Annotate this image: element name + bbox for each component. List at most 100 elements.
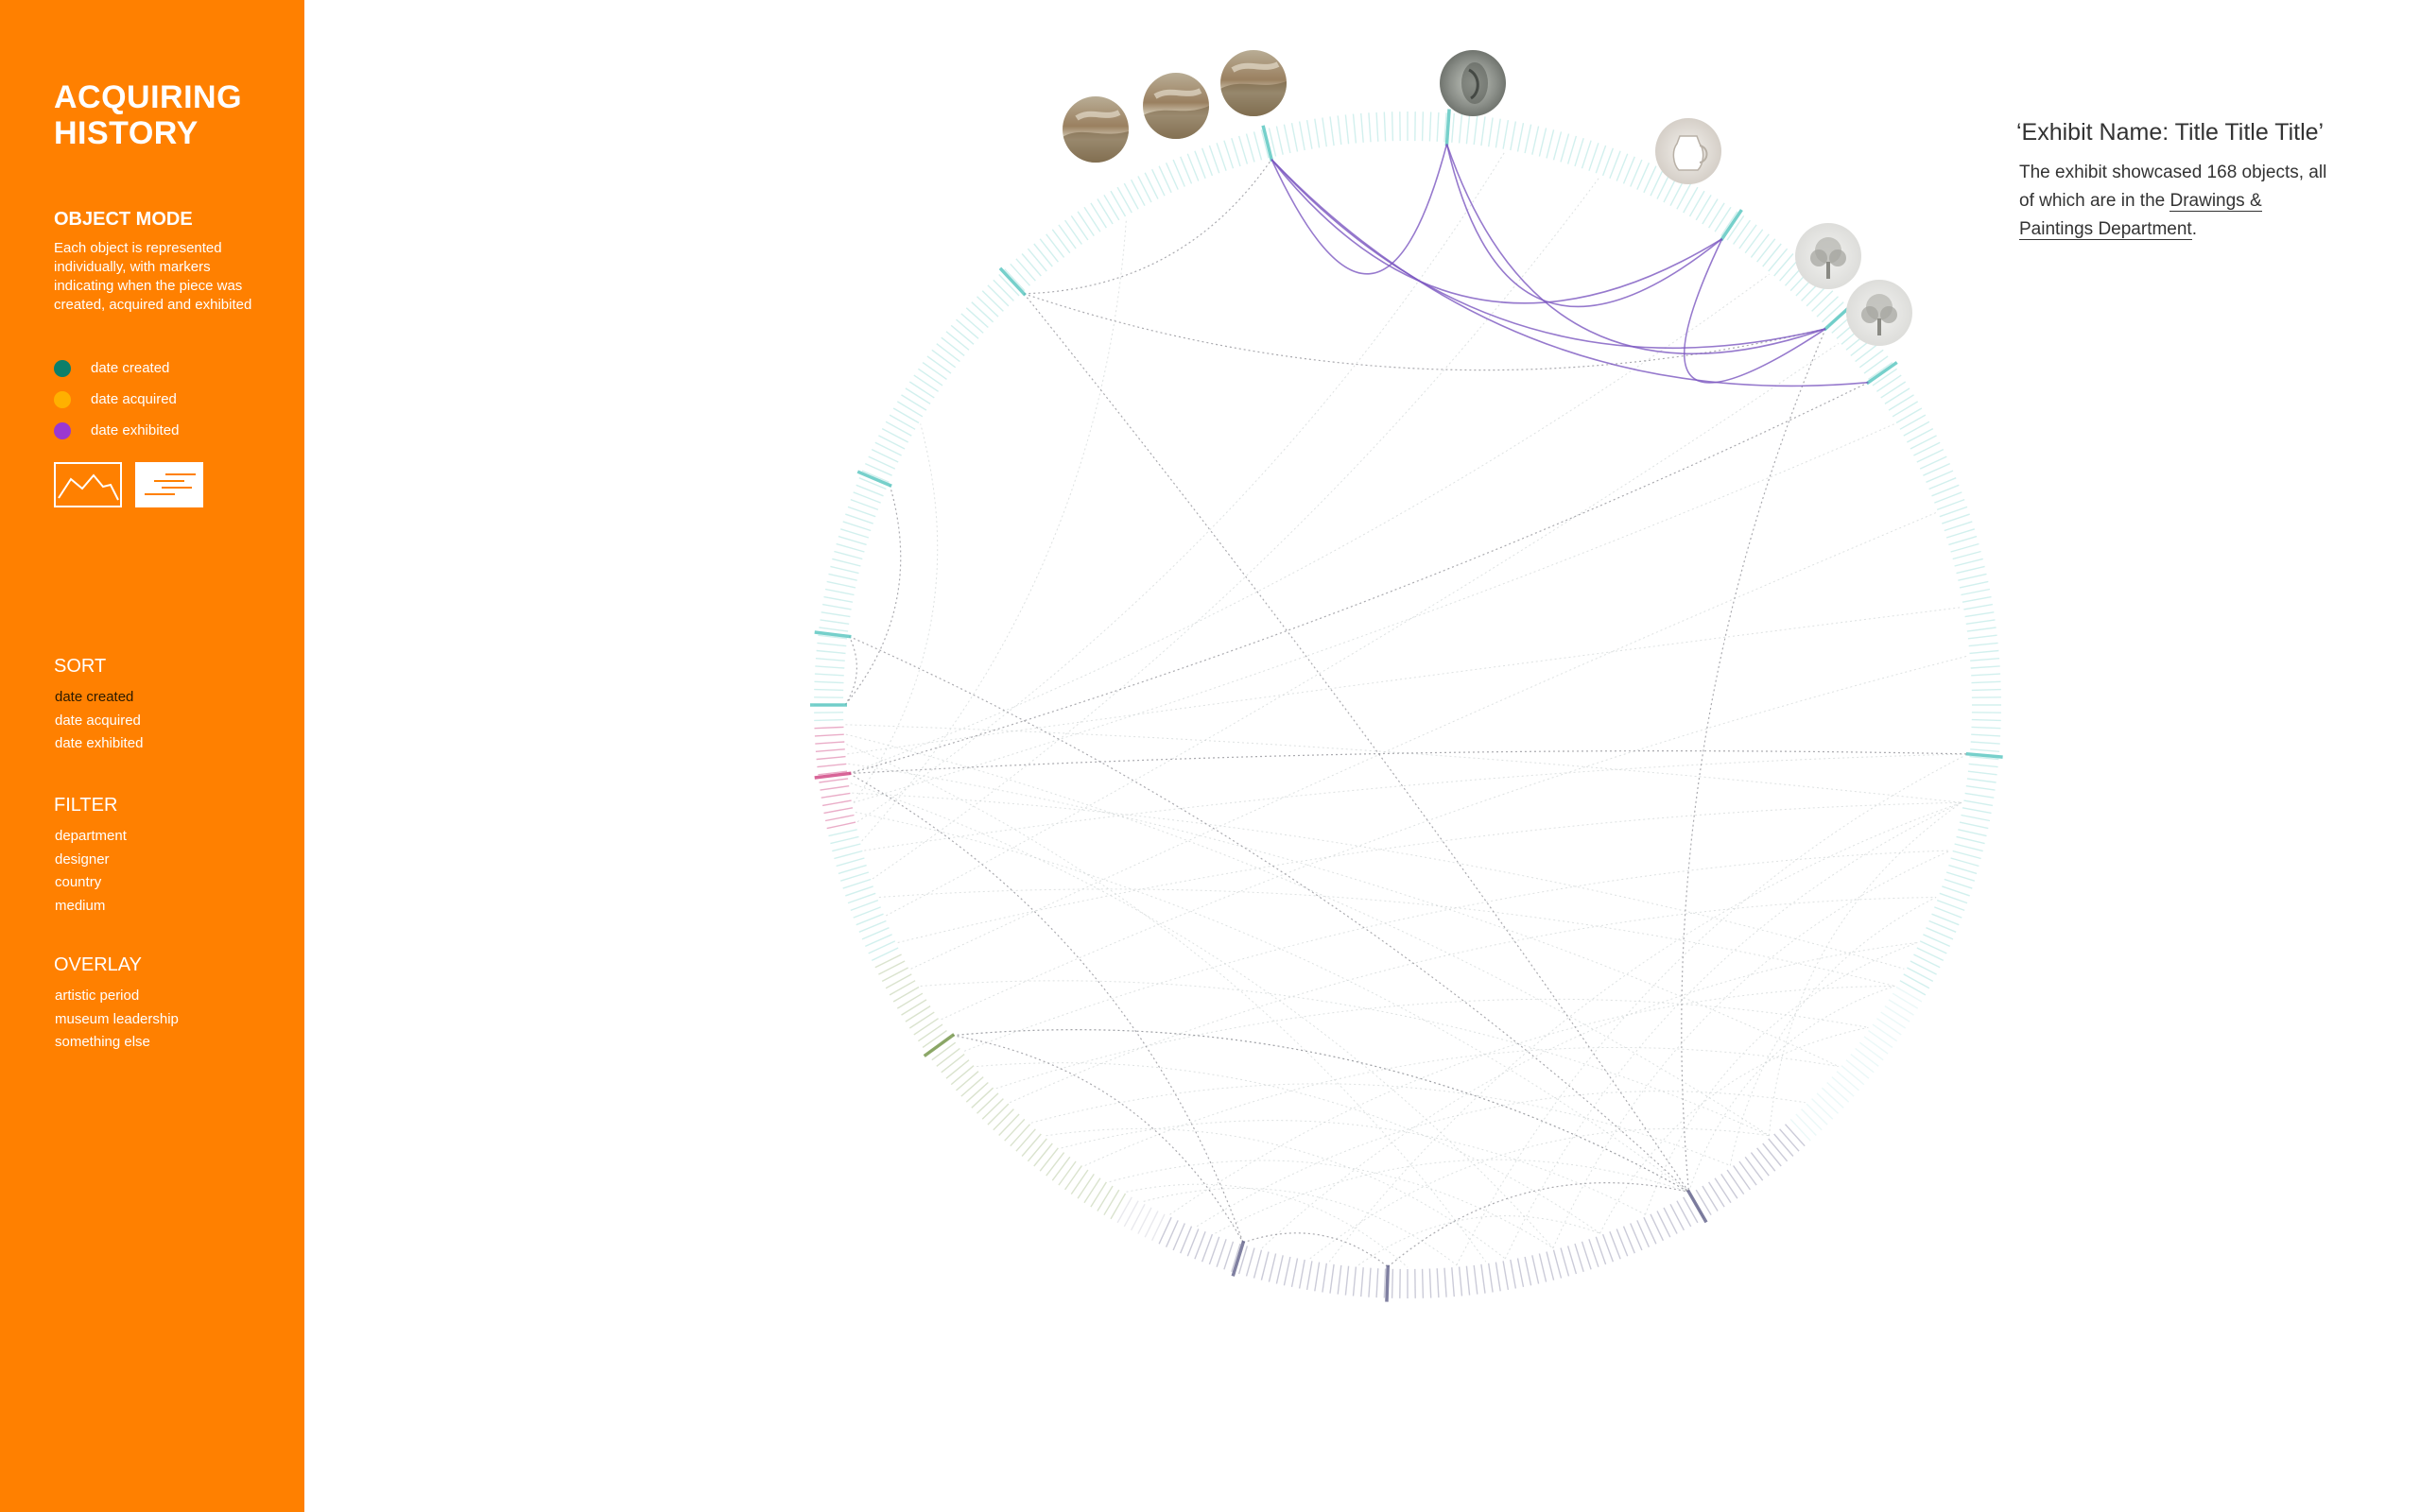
ring-tick bbox=[1260, 129, 1270, 159]
ring-tick bbox=[1103, 1189, 1120, 1216]
tree-drawing-thumbnail[interactable] bbox=[1795, 223, 1861, 289]
filter-option-country[interactable]: country bbox=[55, 874, 102, 890]
ring-tick bbox=[1368, 1267, 1372, 1297]
ring-tick bbox=[1180, 156, 1193, 184]
ring-tick bbox=[839, 528, 870, 539]
ring-tick bbox=[1939, 506, 1968, 518]
ring-tick bbox=[1033, 1143, 1053, 1167]
ring-tick bbox=[1260, 1251, 1270, 1280]
tree-drawing-thumbnail[interactable] bbox=[1846, 280, 1912, 346]
timeline-mode-button[interactable] bbox=[54, 462, 122, 507]
faint-chord bbox=[846, 744, 1487, 1263]
ring-tick bbox=[1936, 498, 1965, 511]
sort-option-date-acquired[interactable]: date acquired bbox=[55, 712, 141, 729]
ring-tick bbox=[905, 1005, 931, 1022]
overlay-option-something-else[interactable]: something else bbox=[55, 1034, 150, 1050]
ring-tick bbox=[1663, 1207, 1678, 1234]
ring-tick bbox=[945, 1059, 970, 1079]
faint-chord bbox=[853, 423, 939, 803]
ring-tick bbox=[1150, 1213, 1166, 1242]
ring-tick bbox=[998, 274, 1020, 297]
ring-tick bbox=[1926, 927, 1954, 940]
ring-tick bbox=[815, 658, 845, 662]
ring-tick bbox=[845, 885, 873, 897]
acquired-dot-icon bbox=[54, 390, 71, 408]
ring-tick bbox=[1283, 124, 1291, 154]
ring-tick bbox=[1622, 1226, 1635, 1254]
department-link[interactable]: Drawings & Paintings Department bbox=[2019, 191, 2262, 240]
ring-tick bbox=[1656, 1211, 1671, 1238]
ring-tick bbox=[1971, 673, 2001, 677]
ring-tick bbox=[1695, 194, 1712, 221]
dotted-chord bbox=[849, 772, 1244, 1244]
ring-tick bbox=[1916, 448, 1945, 463]
ring-tick bbox=[858, 477, 887, 490]
ring-tick bbox=[842, 521, 872, 532]
landscape-painting-thumbnail[interactable] bbox=[1220, 50, 1287, 116]
thumbnails bbox=[1063, 50, 1912, 346]
landscape-painting-thumbnail[interactable] bbox=[1143, 73, 1209, 139]
ring-tick bbox=[1436, 112, 1440, 142]
ring-tick bbox=[1669, 1203, 1685, 1231]
sort-option-date-exhibited[interactable]: date exhibited bbox=[55, 735, 144, 751]
filter-option-designer[interactable]: designer bbox=[55, 850, 110, 868]
ring-tick bbox=[1768, 248, 1789, 272]
faint-chord bbox=[963, 850, 1951, 1052]
overlay-option-artistic-period[interactable]: artistic period bbox=[55, 988, 140, 1004]
ring-tick bbox=[1531, 1255, 1540, 1284]
ring-tick bbox=[839, 871, 870, 882]
list-mode-button[interactable] bbox=[135, 462, 203, 507]
ring-tick bbox=[1322, 117, 1327, 147]
ring-tick bbox=[1841, 1065, 1865, 1086]
portrait-drawing-thumbnail[interactable] bbox=[1440, 50, 1506, 116]
ring-tick bbox=[1560, 133, 1570, 163]
ring-tick bbox=[1948, 535, 1978, 546]
ring-tick bbox=[826, 821, 856, 830]
ring-tick bbox=[1552, 131, 1563, 161]
faint-chord bbox=[845, 724, 1962, 803]
overlay-option-museum-leadership[interactable]: museum leadership bbox=[55, 1010, 179, 1027]
ring-tick bbox=[1305, 1261, 1313, 1291]
ring-tick bbox=[1428, 112, 1432, 142]
filter-option-medium[interactable]: medium bbox=[55, 897, 106, 914]
sidebar: ACQUIRING HISTORY OBJECT MODE Each objec… bbox=[0, 0, 304, 1512]
ring-tick bbox=[823, 807, 854, 815]
ring-tick bbox=[1821, 1087, 1844, 1108]
ring-tick bbox=[1391, 1268, 1394, 1298]
ring-tick bbox=[1773, 1133, 1794, 1157]
ring-tick bbox=[1488, 1263, 1494, 1293]
landscape-painting-thumbnail[interactable] bbox=[1063, 96, 1129, 163]
ring-tick bbox=[1137, 176, 1152, 203]
highlight-mark bbox=[1965, 751, 2003, 759]
ring-tick bbox=[815, 741, 845, 745]
ring-tick bbox=[821, 603, 852, 610]
ring-tick bbox=[818, 634, 848, 640]
legend-item-created: date created bbox=[54, 352, 262, 384]
filter-option-department[interactable]: department bbox=[55, 828, 127, 844]
ring-tick bbox=[1939, 892, 1968, 904]
app-title: ACQUIRING HISTORY bbox=[54, 79, 243, 151]
glass-pitcher-thumbnail[interactable] bbox=[1655, 118, 1721, 184]
ring-tick bbox=[1954, 843, 1983, 852]
ring-tick bbox=[1223, 140, 1235, 169]
ring-tick bbox=[1928, 919, 1957, 933]
ring-tick bbox=[1923, 462, 1950, 476]
ring-tick bbox=[896, 992, 924, 1009]
ring-tick bbox=[1970, 748, 2000, 752]
ring-tick bbox=[814, 673, 844, 677]
ring-tick bbox=[824, 814, 855, 822]
ring-tick bbox=[1756, 1147, 1776, 1172]
ring-tick bbox=[1868, 1030, 1893, 1048]
ring-tick bbox=[1208, 1236, 1220, 1265]
ring-tick bbox=[1858, 349, 1884, 369]
ring-tick bbox=[1337, 1264, 1342, 1295]
ring-tick bbox=[1010, 1124, 1031, 1147]
ring-tick bbox=[1516, 122, 1525, 152]
ring-tick bbox=[1245, 1247, 1255, 1277]
exhibit-chords bbox=[1270, 144, 1869, 387]
ring-tick bbox=[1158, 165, 1172, 194]
ring-tick bbox=[1630, 1223, 1643, 1251]
ring-tick bbox=[817, 642, 847, 647]
ring-tick bbox=[1616, 1228, 1629, 1257]
sort-option-date-created[interactable]: date created bbox=[55, 689, 134, 705]
